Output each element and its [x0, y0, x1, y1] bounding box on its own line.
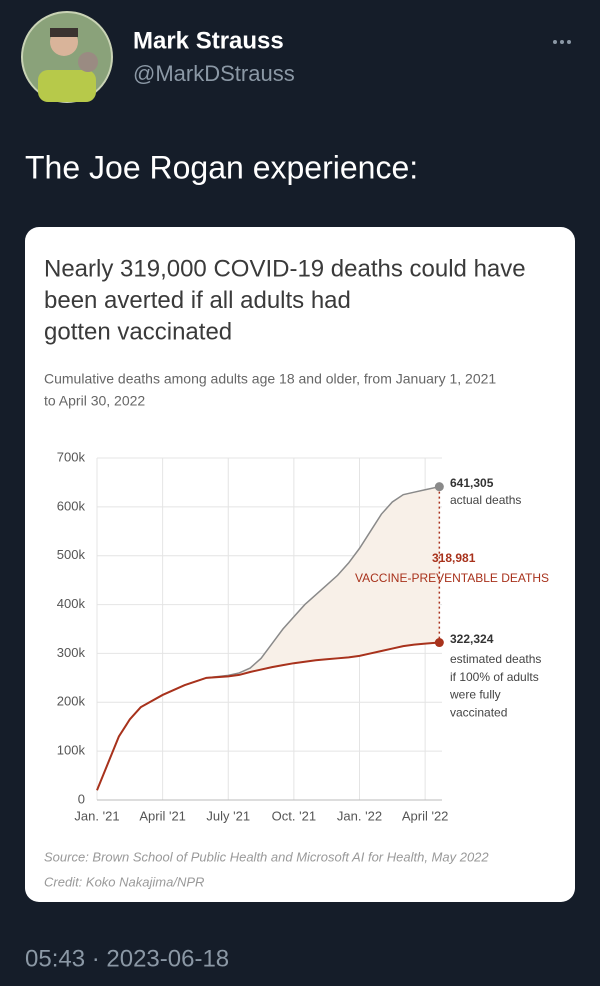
end-point — [434, 482, 444, 492]
y-tick-label: 400k — [57, 596, 86, 611]
y-tick-label: 0 — [78, 791, 85, 806]
chart-subtitle: Cumulative deaths among adults age 18 an… — [44, 371, 496, 387]
x-tick-label: July '21 — [206, 808, 250, 823]
annotation-value: 318,981 — [432, 551, 476, 565]
annotation-text: estimated deaths — [450, 652, 541, 666]
tweet-text: The Joe Rogan experience: — [25, 149, 418, 185]
x-tick-label: April '22 — [402, 808, 449, 823]
annotation-text: vaccinated — [450, 705, 507, 719]
end-point — [434, 638, 444, 648]
y-tick-label: 600k — [57, 498, 86, 513]
annotation-text: were fully — [449, 688, 501, 702]
series-line — [96, 641, 440, 791]
x-tick-label: Jan. '22 — [337, 808, 382, 823]
annotation-text: if 100% of adults — [450, 670, 539, 684]
annotation-value: 641,305 — [450, 476, 494, 490]
chart-title: been averted if all adults had — [44, 287, 351, 314]
y-tick-label: 100k — [57, 743, 86, 758]
x-tick-label: Jan. '21 — [74, 808, 119, 823]
timestamp[interactable]: 05:43 · 2023-06-18 — [25, 945, 229, 972]
x-tick-label: Oct. '21 — [272, 808, 316, 823]
annotation-text: VACCINE-PREVENTABLE DEATHS — [355, 571, 549, 585]
x-tick-label: April '21 — [139, 808, 186, 823]
y-tick-label: 700k — [57, 449, 86, 464]
avatar[interactable] — [21, 11, 113, 103]
annotation-value: 322,324 — [450, 632, 494, 646]
y-tick-label: 200k — [57, 694, 86, 709]
chart-title: gotten vaccinated — [44, 318, 232, 345]
chart-title: Nearly 319,000 COVID-19 deaths could hav… — [44, 255, 526, 282]
more-menu[interactable] — [553, 40, 571, 44]
author-handle[interactable]: @MarkDStrauss — [133, 61, 295, 86]
chart-source: Source: Brown School of Public Health an… — [44, 849, 489, 864]
y-tick-label: 500k — [57, 547, 86, 562]
chart-credit: Credit: Koko Nakajima/NPR — [44, 874, 204, 889]
gap-area — [97, 486, 440, 791]
annotation-text: actual deaths — [450, 493, 521, 507]
chart-subtitle: to April 30, 2022 — [44, 393, 145, 409]
y-tick-label: 300k — [57, 645, 86, 660]
author-name[interactable]: Mark Strauss — [133, 27, 284, 54]
